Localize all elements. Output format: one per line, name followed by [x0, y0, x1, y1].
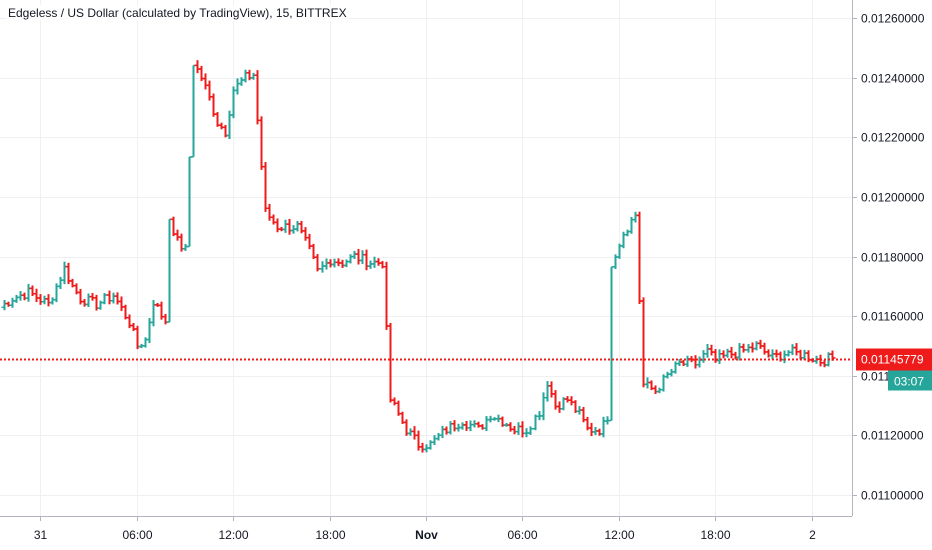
y-tick-label: 0.01120000 — [861, 429, 924, 443]
x-tick-label: 18:00 — [700, 528, 730, 542]
x-tick-label: Nov — [415, 528, 438, 542]
last-price-label-bg — [856, 348, 932, 371]
x-tick-label: 06:00 — [122, 528, 152, 542]
x-tick-label: 06:00 — [507, 528, 537, 542]
last-price-label: 0.01145779 — [861, 353, 924, 367]
y-tick-label: 0.01260000 — [861, 12, 925, 26]
x-tick-label: 2 — [809, 528, 816, 542]
y-tick-label: 0.01200000 — [861, 191, 925, 205]
x-tick-label: 31 — [34, 528, 48, 542]
countdown-label-bg — [888, 370, 932, 391]
x-tick-label: 18:00 — [315, 528, 345, 542]
chart-title: Edgeless / US Dollar (calculated by Trad… — [6, 5, 349, 21]
x-tick-label: 12:00 — [604, 528, 634, 542]
y-tick-label: 0.01100000 — [861, 489, 924, 503]
y-tick-label: 0.01220000 — [861, 131, 925, 145]
y-tick-label: 0.01160000 — [861, 310, 924, 324]
x-tick-label: 12:00 — [218, 528, 248, 542]
countdown-label: 03:07 — [894, 375, 924, 389]
y-tick-label: 0.01180000 — [861, 251, 924, 265]
y-tick-label: 0.01240000 — [861, 72, 925, 86]
